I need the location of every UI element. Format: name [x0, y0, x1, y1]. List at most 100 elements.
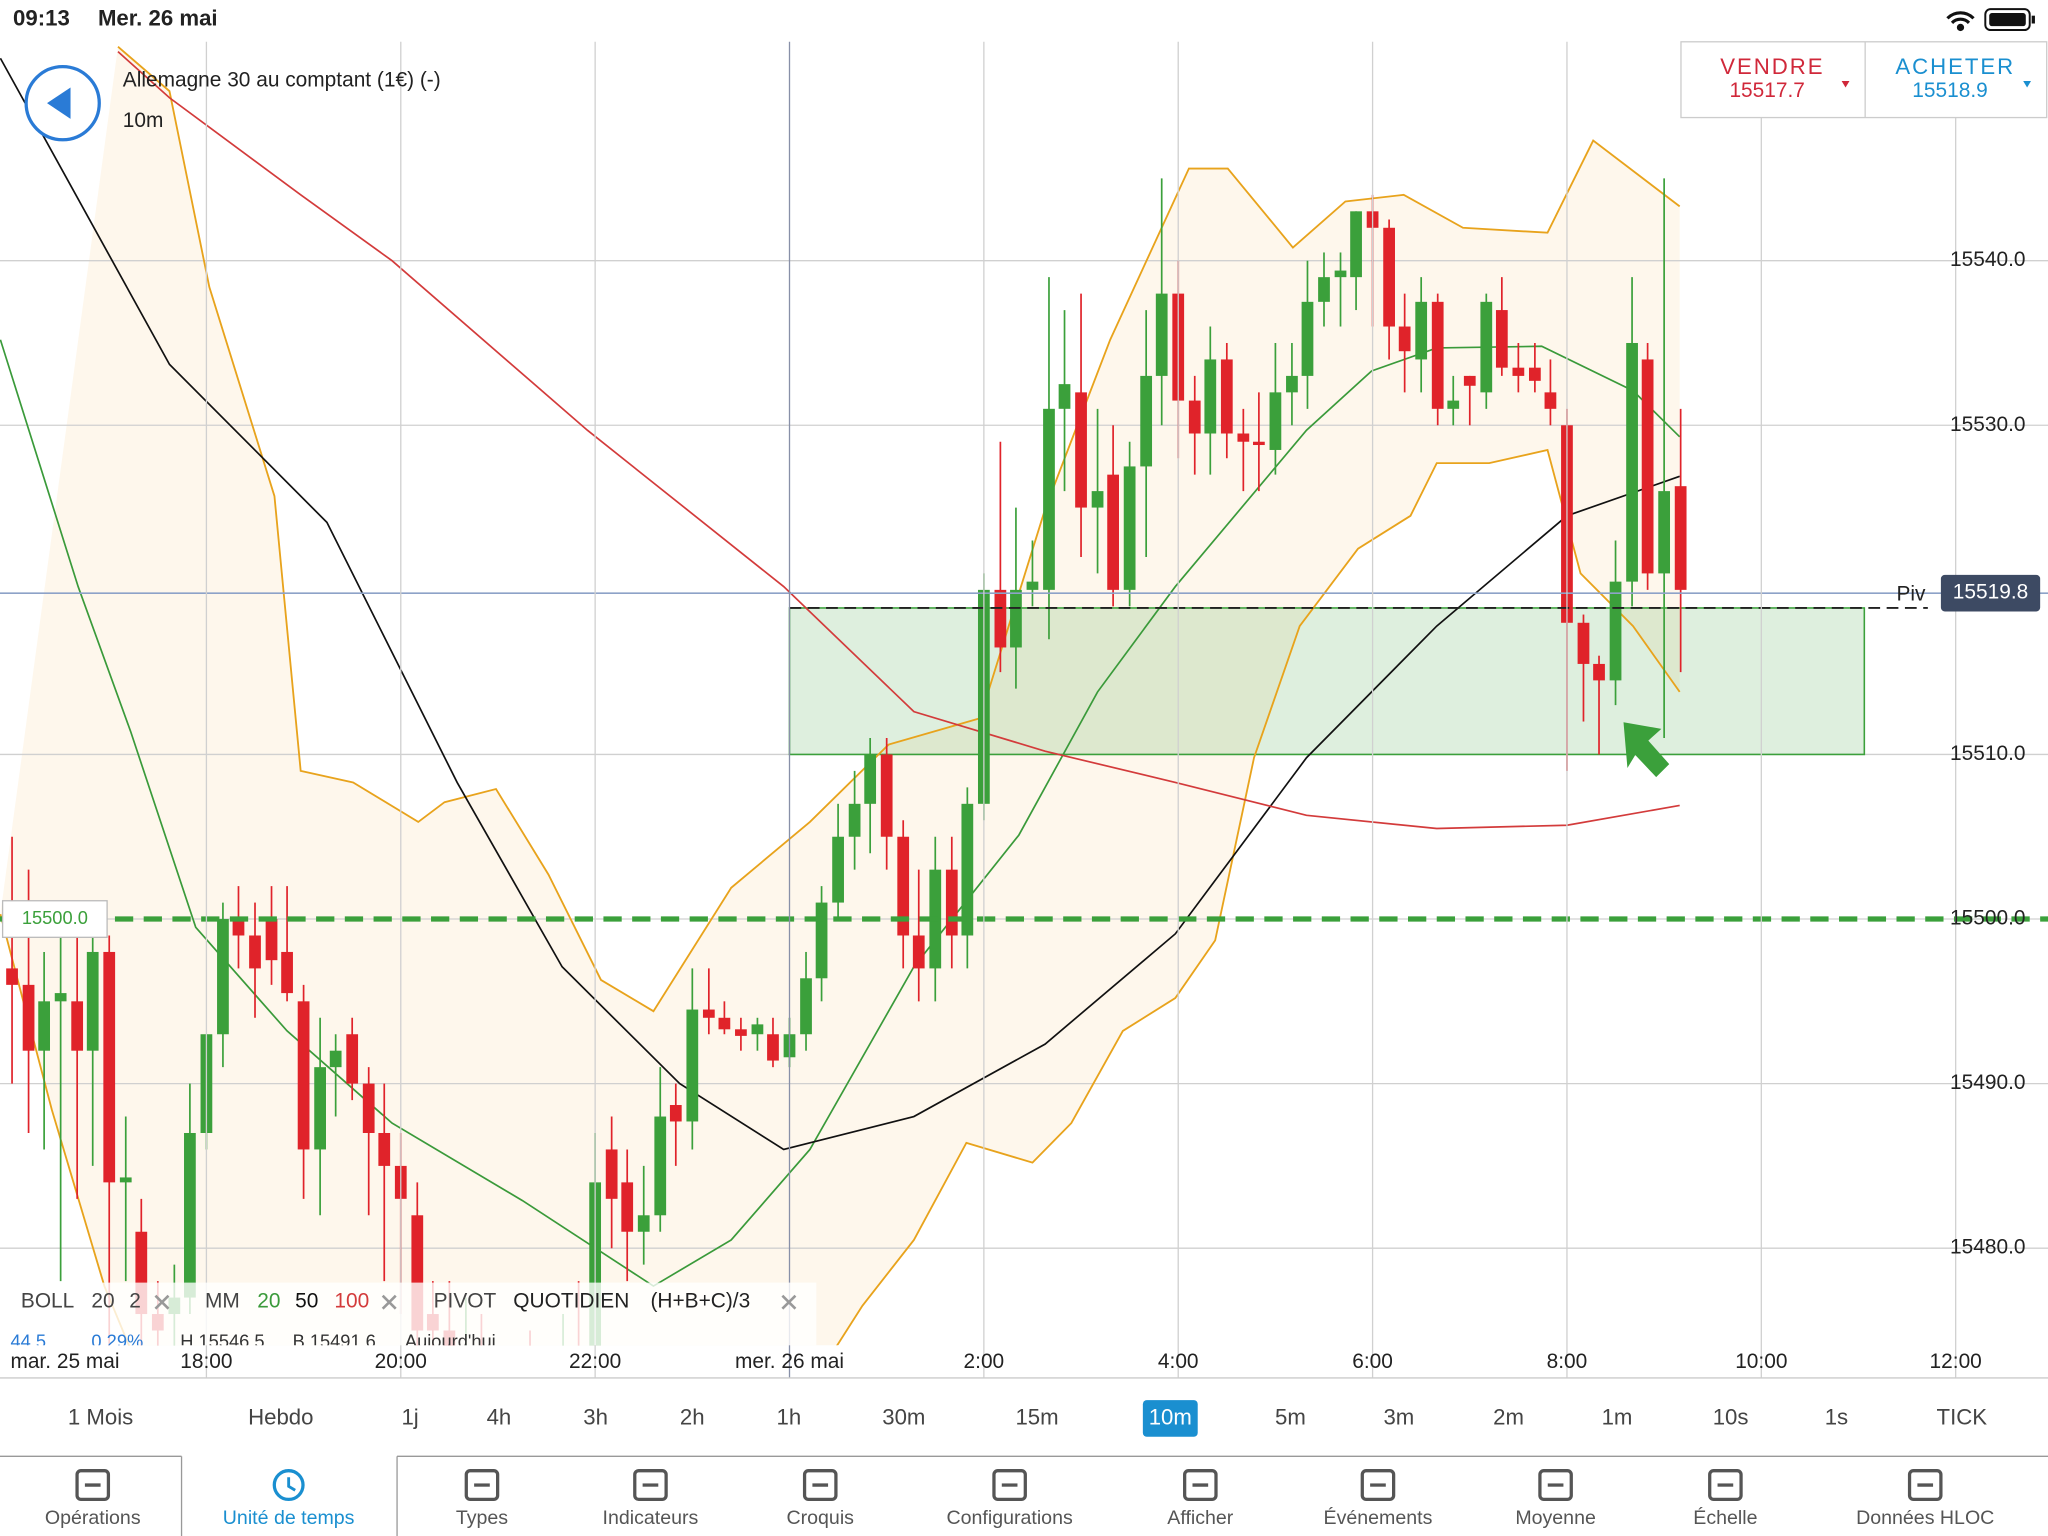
candle-body: [1269, 392, 1282, 450]
bollinger-fill: [0, 46, 1680, 1346]
status-date: Mer. 26 mai: [98, 5, 218, 30]
toolbar-tab[interactable]: Types: [456, 1469, 508, 1529]
candle-body: [1010, 589, 1022, 648]
candle-body: [1123, 466, 1136, 590]
candle-body: [22, 984, 35, 1051]
buy-button[interactable]: ACHETER 15518.9: [1895, 54, 2032, 102]
timeframe-option[interactable]: 2m: [1493, 1404, 1524, 1429]
tab-label: Unité de temps: [223, 1507, 355, 1529]
timeframe-option[interactable]: 30m: [882, 1404, 925, 1429]
buy-price: 15518.9: [1912, 79, 1987, 102]
tab-icon: [1538, 1469, 1573, 1502]
timeframe-option[interactable]: 3h: [583, 1404, 608, 1429]
timeframe-option[interactable]: 2h: [680, 1404, 705, 1429]
legend-item: 20: [257, 1290, 280, 1313]
toolbar-tab[interactable]: Afficher: [1167, 1469, 1234, 1529]
remove-icon[interactable]: [381, 1294, 397, 1310]
timeframe-option[interactable]: 15m: [1015, 1404, 1058, 1429]
toolbar-tab[interactable]: Opérations: [45, 1469, 141, 1529]
candle-body: [1026, 581, 1039, 590]
tab-icon: [1183, 1469, 1218, 1502]
tab-icon: [75, 1469, 111, 1502]
candle-body: [38, 1001, 50, 1051]
toolbar-tab[interactable]: Unité de temps: [223, 1469, 355, 1529]
candle-body: [265, 919, 278, 961]
candle-body: [1658, 491, 1671, 574]
candle-body: [1529, 367, 1541, 381]
timeframe-option[interactable]: 1j: [401, 1404, 418, 1429]
last-price-label: 15519.8: [1953, 581, 2028, 604]
tab-label: Afficher: [1167, 1507, 1233, 1529]
timeframe-option[interactable]: 1h: [777, 1404, 802, 1429]
sell-button[interactable]: VENDRE 15517.7: [1720, 54, 1850, 102]
level-label: 15500.0: [22, 907, 88, 928]
candle-body: [1188, 400, 1201, 434]
battery-icon: [1984, 8, 2035, 32]
back-button[interactable]: [24, 64, 101, 142]
tab-icon: [802, 1469, 838, 1502]
toolbar-tab[interactable]: Données HLOC: [1856, 1469, 1994, 1529]
candle-body: [880, 754, 893, 837]
timeframe-option[interactable]: TICK: [1937, 1404, 1988, 1429]
moving-average: [117, 51, 1680, 830]
legend-sub-item: 0.29%: [91, 1331, 143, 1352]
tab-label: Configurations: [947, 1507, 1073, 1529]
candle-body: [281, 951, 293, 994]
candle-body: [1398, 326, 1411, 352]
candle-body: [848, 803, 861, 837]
candle-body: [1043, 408, 1055, 590]
timeframe-option[interactable]: 4h: [487, 1404, 512, 1429]
timeframe-option[interactable]: 5m: [1275, 1404, 1306, 1429]
remove-icon[interactable]: [154, 1294, 170, 1310]
candle-body: [961, 803, 974, 936]
toolbar-tab[interactable]: Échelle: [1693, 1469, 1758, 1529]
candle-body: [1204, 359, 1217, 434]
timeframe-option[interactable]: 1 Mois: [68, 1404, 133, 1429]
toolbar-tab[interactable]: Moyenne: [1515, 1469, 1596, 1529]
timeframe-option[interactable]: 3m: [1383, 1404, 1414, 1429]
candle-body: [686, 1009, 699, 1122]
candle-body: [314, 1067, 326, 1150]
timeframe-option[interactable]: 1m: [1602, 1404, 1633, 1429]
timeframe-option[interactable]: 1s: [1825, 1404, 1848, 1429]
legend-sub-item: H 15546.5: [180, 1331, 264, 1352]
candle-body: [1237, 433, 1250, 442]
candle-body: [86, 951, 99, 1051]
toolbar-tab[interactable]: Configurations: [947, 1469, 1073, 1529]
remove-icon[interactable]: [781, 1294, 797, 1310]
sell-label: VENDRE: [1720, 54, 1824, 79]
candle-body: [297, 1001, 310, 1150]
timeframe-option[interactable]: 10s: [1713, 1404, 1749, 1429]
candle-body: [1334, 270, 1347, 278]
x-tick-label: 18:00: [180, 1350, 232, 1373]
x-tick-label: 6:00: [1352, 1350, 1393, 1373]
candle-body: [669, 1105, 682, 1122]
timeframe-option[interactable]: Hebdo: [248, 1404, 313, 1429]
candle-body: [1480, 301, 1493, 393]
toolbar-tab[interactable]: Croquis: [787, 1469, 855, 1529]
last-price-box: [1940, 574, 2041, 612]
candle-body: [135, 1231, 148, 1315]
timeframe-label: 1s: [1825, 1404, 1848, 1429]
timeframe-option[interactable]: 10m: [1142, 1400, 1198, 1437]
pivot-label: Piv: [1896, 582, 1926, 605]
candle-body: [378, 1132, 391, 1166]
level-label-box: [1, 900, 108, 938]
timeframe-label: 1 Mois: [68, 1404, 133, 1429]
tab-label: Échelle: [1693, 1506, 1757, 1529]
tab-label: Événements: [1324, 1506, 1433, 1529]
toolbar-tab[interactable]: Événements: [1324, 1469, 1433, 1529]
candle-body: [621, 1182, 634, 1232]
toolbar-tab[interactable]: Indicateurs: [603, 1469, 699, 1529]
timeframe-label: 5m: [1275, 1404, 1306, 1429]
candle-body: [217, 919, 229, 1035]
legend-item: 50: [295, 1290, 318, 1313]
candle-body: [1140, 375, 1153, 467]
candle-body: [249, 935, 261, 969]
timeframe-label: 4h: [487, 1404, 512, 1429]
timeframe-label: Hebdo: [248, 1404, 313, 1429]
candle-body: [912, 935, 925, 969]
candle-body: [945, 869, 958, 936]
toolbar: Opérations Unité de temps Types Indicateurs…: [45, 1469, 1994, 1529]
